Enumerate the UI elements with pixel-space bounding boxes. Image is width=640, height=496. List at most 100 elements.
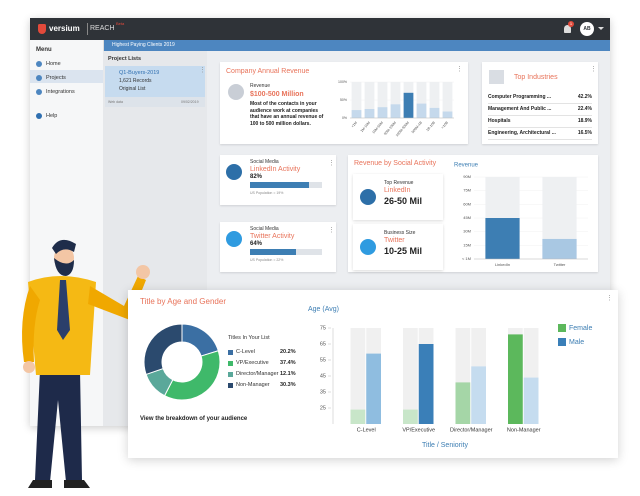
bar xyxy=(523,377,539,424)
social-icon xyxy=(226,231,242,247)
highlight-label: Top Revenue xyxy=(384,180,414,186)
bell[interactable] xyxy=(564,25,571,33)
industries-card: Top Industries ⋮ Computer Programming ..… xyxy=(482,62,598,144)
brand: versium xyxy=(49,24,80,33)
chart-title: Revenue xyxy=(454,163,479,169)
legend-title: Titles In Your List xyxy=(228,335,270,341)
sidebar-title: Menu xyxy=(36,47,52,53)
social-label: Social Media xyxy=(250,226,279,232)
progress-bar xyxy=(250,182,310,188)
donut-slice xyxy=(163,350,221,401)
highlight-card: Top Revenue LinkedIn 26-50 Mil xyxy=(353,174,443,220)
bar xyxy=(418,344,434,424)
bar xyxy=(416,103,427,118)
menu-icon[interactable] xyxy=(36,75,42,81)
legend-value: 30.3% xyxy=(280,382,296,388)
legend-swatch xyxy=(228,372,233,377)
legend-swatch xyxy=(558,338,566,346)
age-chart: Age (Avg) 25 35 45 55 65 75 C-Level VP/Executive… xyxy=(308,306,592,449)
y-tick-label: 65 xyxy=(320,341,326,347)
menu-dots[interactable]: ⋮ xyxy=(606,295,613,302)
menu-icon[interactable] xyxy=(36,113,42,119)
y-tick-label: 60M xyxy=(463,201,471,206)
left-arm xyxy=(22,286,40,362)
notification-count: 1 xyxy=(568,21,574,27)
panel-title: Project Lists xyxy=(108,56,142,62)
highlight-label: Business Size xyxy=(384,230,416,236)
legend-value: 20.2% xyxy=(280,349,296,355)
x-tick-label: 1B-10B xyxy=(425,120,436,132)
bar-track xyxy=(429,82,440,118)
menu-dots[interactable]: ⋮ xyxy=(590,66,597,73)
person-illustration xyxy=(22,239,150,488)
avatar[interactable]: AB xyxy=(580,22,594,36)
label: Revenue xyxy=(250,83,271,89)
industry-icon xyxy=(489,70,504,84)
x-tick-label: <1M xyxy=(350,121,358,129)
menu-item[interactable]: Projects xyxy=(46,75,66,81)
product: REACH xyxy=(90,25,115,32)
menu-dots[interactable]: ⋮ xyxy=(199,67,206,74)
legend-swatch xyxy=(228,350,233,355)
caret[interactable] xyxy=(598,27,604,33)
social-label: Social Media xyxy=(250,159,279,165)
menu-item[interactable]: Home xyxy=(46,61,61,67)
menu-dots[interactable]: ⋮ xyxy=(328,160,335,167)
row-separator xyxy=(488,115,592,116)
project-name[interactable]: Q1-Buyers-2019 xyxy=(119,70,160,76)
y-tick-label: 35 xyxy=(320,389,326,395)
right-hand xyxy=(136,265,150,279)
source: Web data xyxy=(108,100,123,104)
social-title: LinkedIn Activity xyxy=(250,166,301,173)
y-tick-label: 75M xyxy=(463,188,471,193)
legend-swatch xyxy=(558,324,566,332)
menu-icon[interactable] xyxy=(36,61,42,67)
bar-track xyxy=(377,82,388,118)
platform: LinkedIn xyxy=(384,187,411,194)
row-separator xyxy=(488,139,592,140)
population-note: US Population = 22% xyxy=(250,258,284,262)
revenue-icon xyxy=(228,84,244,100)
bar xyxy=(508,334,523,424)
x-tick-label: LinkedIn xyxy=(495,262,510,267)
row-separator xyxy=(488,103,592,104)
menu-dots[interactable]: ⋮ xyxy=(328,227,335,234)
donut-chart xyxy=(143,323,221,401)
menu-dots[interactable]: ⋮ xyxy=(456,66,463,73)
description: Most of the contacts in your audience wo… xyxy=(250,101,324,127)
bar xyxy=(471,366,486,424)
card-footer xyxy=(105,97,205,107)
left-hand xyxy=(23,361,35,373)
row-separator xyxy=(488,127,592,128)
y-tick-label: < 1M xyxy=(462,256,471,261)
progress-bar xyxy=(250,249,297,255)
beard xyxy=(54,258,74,276)
breadcrumb: Highest Paying Clients 2019 xyxy=(103,40,610,51)
menu-item[interactable]: Help xyxy=(46,113,58,119)
logo-icon xyxy=(38,24,46,34)
bar xyxy=(403,92,414,118)
revenue-value: $100-500 Million xyxy=(250,91,304,98)
bar xyxy=(350,409,366,424)
menu-icon[interactable] xyxy=(36,89,42,95)
y-tick-label: 75 xyxy=(320,325,326,331)
y-tick-label: 0% xyxy=(342,116,347,120)
legend-value: 12.1% xyxy=(280,371,296,377)
highlight-card: Business Size Twitter 10-25 Mil xyxy=(353,224,443,270)
records: 1,621 Records xyxy=(119,78,152,84)
highlight-value: 10-25 Mil xyxy=(384,246,423,256)
project-card[interactable]: Q1-Buyers-2019 1,621 Records Original Li… xyxy=(105,66,206,107)
hair xyxy=(52,239,76,254)
x-tick-label: 100M-500M xyxy=(395,121,410,138)
highlight-icon xyxy=(360,239,376,255)
y-tick-label: 25 xyxy=(320,405,326,411)
bar xyxy=(351,110,362,118)
separator xyxy=(87,23,88,35)
progress-track xyxy=(250,249,322,255)
x-tick-label: 1M-10M xyxy=(360,121,371,133)
menu-item[interactable]: Integrations xyxy=(46,89,75,95)
revenue-card: Company Annual Revenue Revenue $100-500 … xyxy=(220,62,468,144)
bar xyxy=(485,218,520,259)
bar xyxy=(455,382,471,424)
bar xyxy=(377,107,388,118)
